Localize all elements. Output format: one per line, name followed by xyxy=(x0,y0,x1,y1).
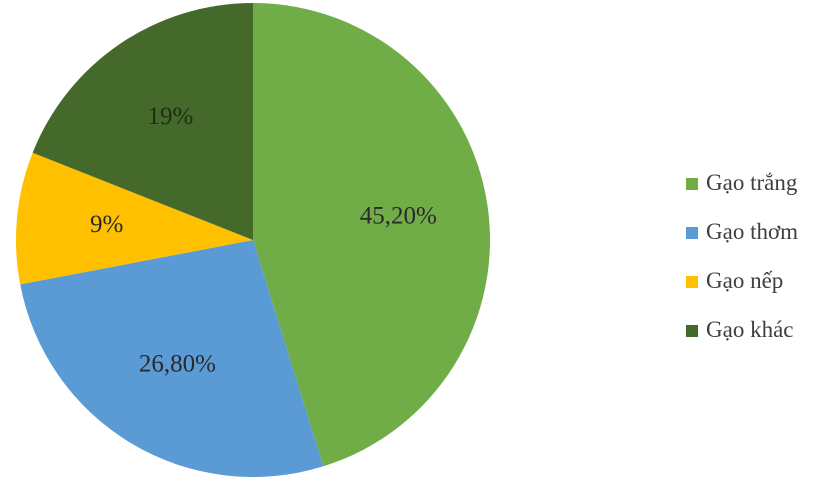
pie-slice-value-label: 45,20% xyxy=(360,203,437,230)
pie-svg: 45,20% 26,80% 9% 19% xyxy=(16,3,490,477)
pie-label-group: 45,20% 26,80% 9% 19% xyxy=(90,103,437,378)
chart-legend: Gạo trắng Gạo thơm Gạo nếp Gạo khác xyxy=(686,158,840,354)
pie-slice[interactable] xyxy=(16,152,254,285)
legend-color-swatch-icon xyxy=(686,226,698,239)
pie-slice[interactable] xyxy=(32,3,253,240)
pie-slice-value-label: 26,80% xyxy=(139,351,216,378)
legend-color-swatch-icon xyxy=(686,324,698,337)
legend-item[interactable]: Gạo nếp xyxy=(686,256,840,305)
pie-slice[interactable] xyxy=(253,3,490,467)
legend-item-label: Gạo nếp xyxy=(706,268,784,293)
pie-slice-group xyxy=(16,3,490,477)
legend-item[interactable]: Gạo trắng xyxy=(686,158,840,207)
legend-color-swatch-icon xyxy=(686,275,698,288)
legend-item-label: Gạo khác xyxy=(706,317,794,342)
legend-color-swatch-icon xyxy=(686,177,698,190)
legend-item[interactable]: Gạo khác xyxy=(686,305,840,354)
pie-slice[interactable] xyxy=(20,240,324,477)
pie-slice-value-label: 19% xyxy=(147,103,193,130)
legend-item[interactable]: Gạo thơm xyxy=(686,207,840,256)
pie-slice-value-label: 9% xyxy=(90,211,123,238)
legend-item-label: Gạo thơm xyxy=(706,219,799,244)
legend-item-label: Gạo trắng xyxy=(706,170,798,195)
pie-plot-area: 45,20% 26,80% 9% 19% xyxy=(16,3,490,477)
